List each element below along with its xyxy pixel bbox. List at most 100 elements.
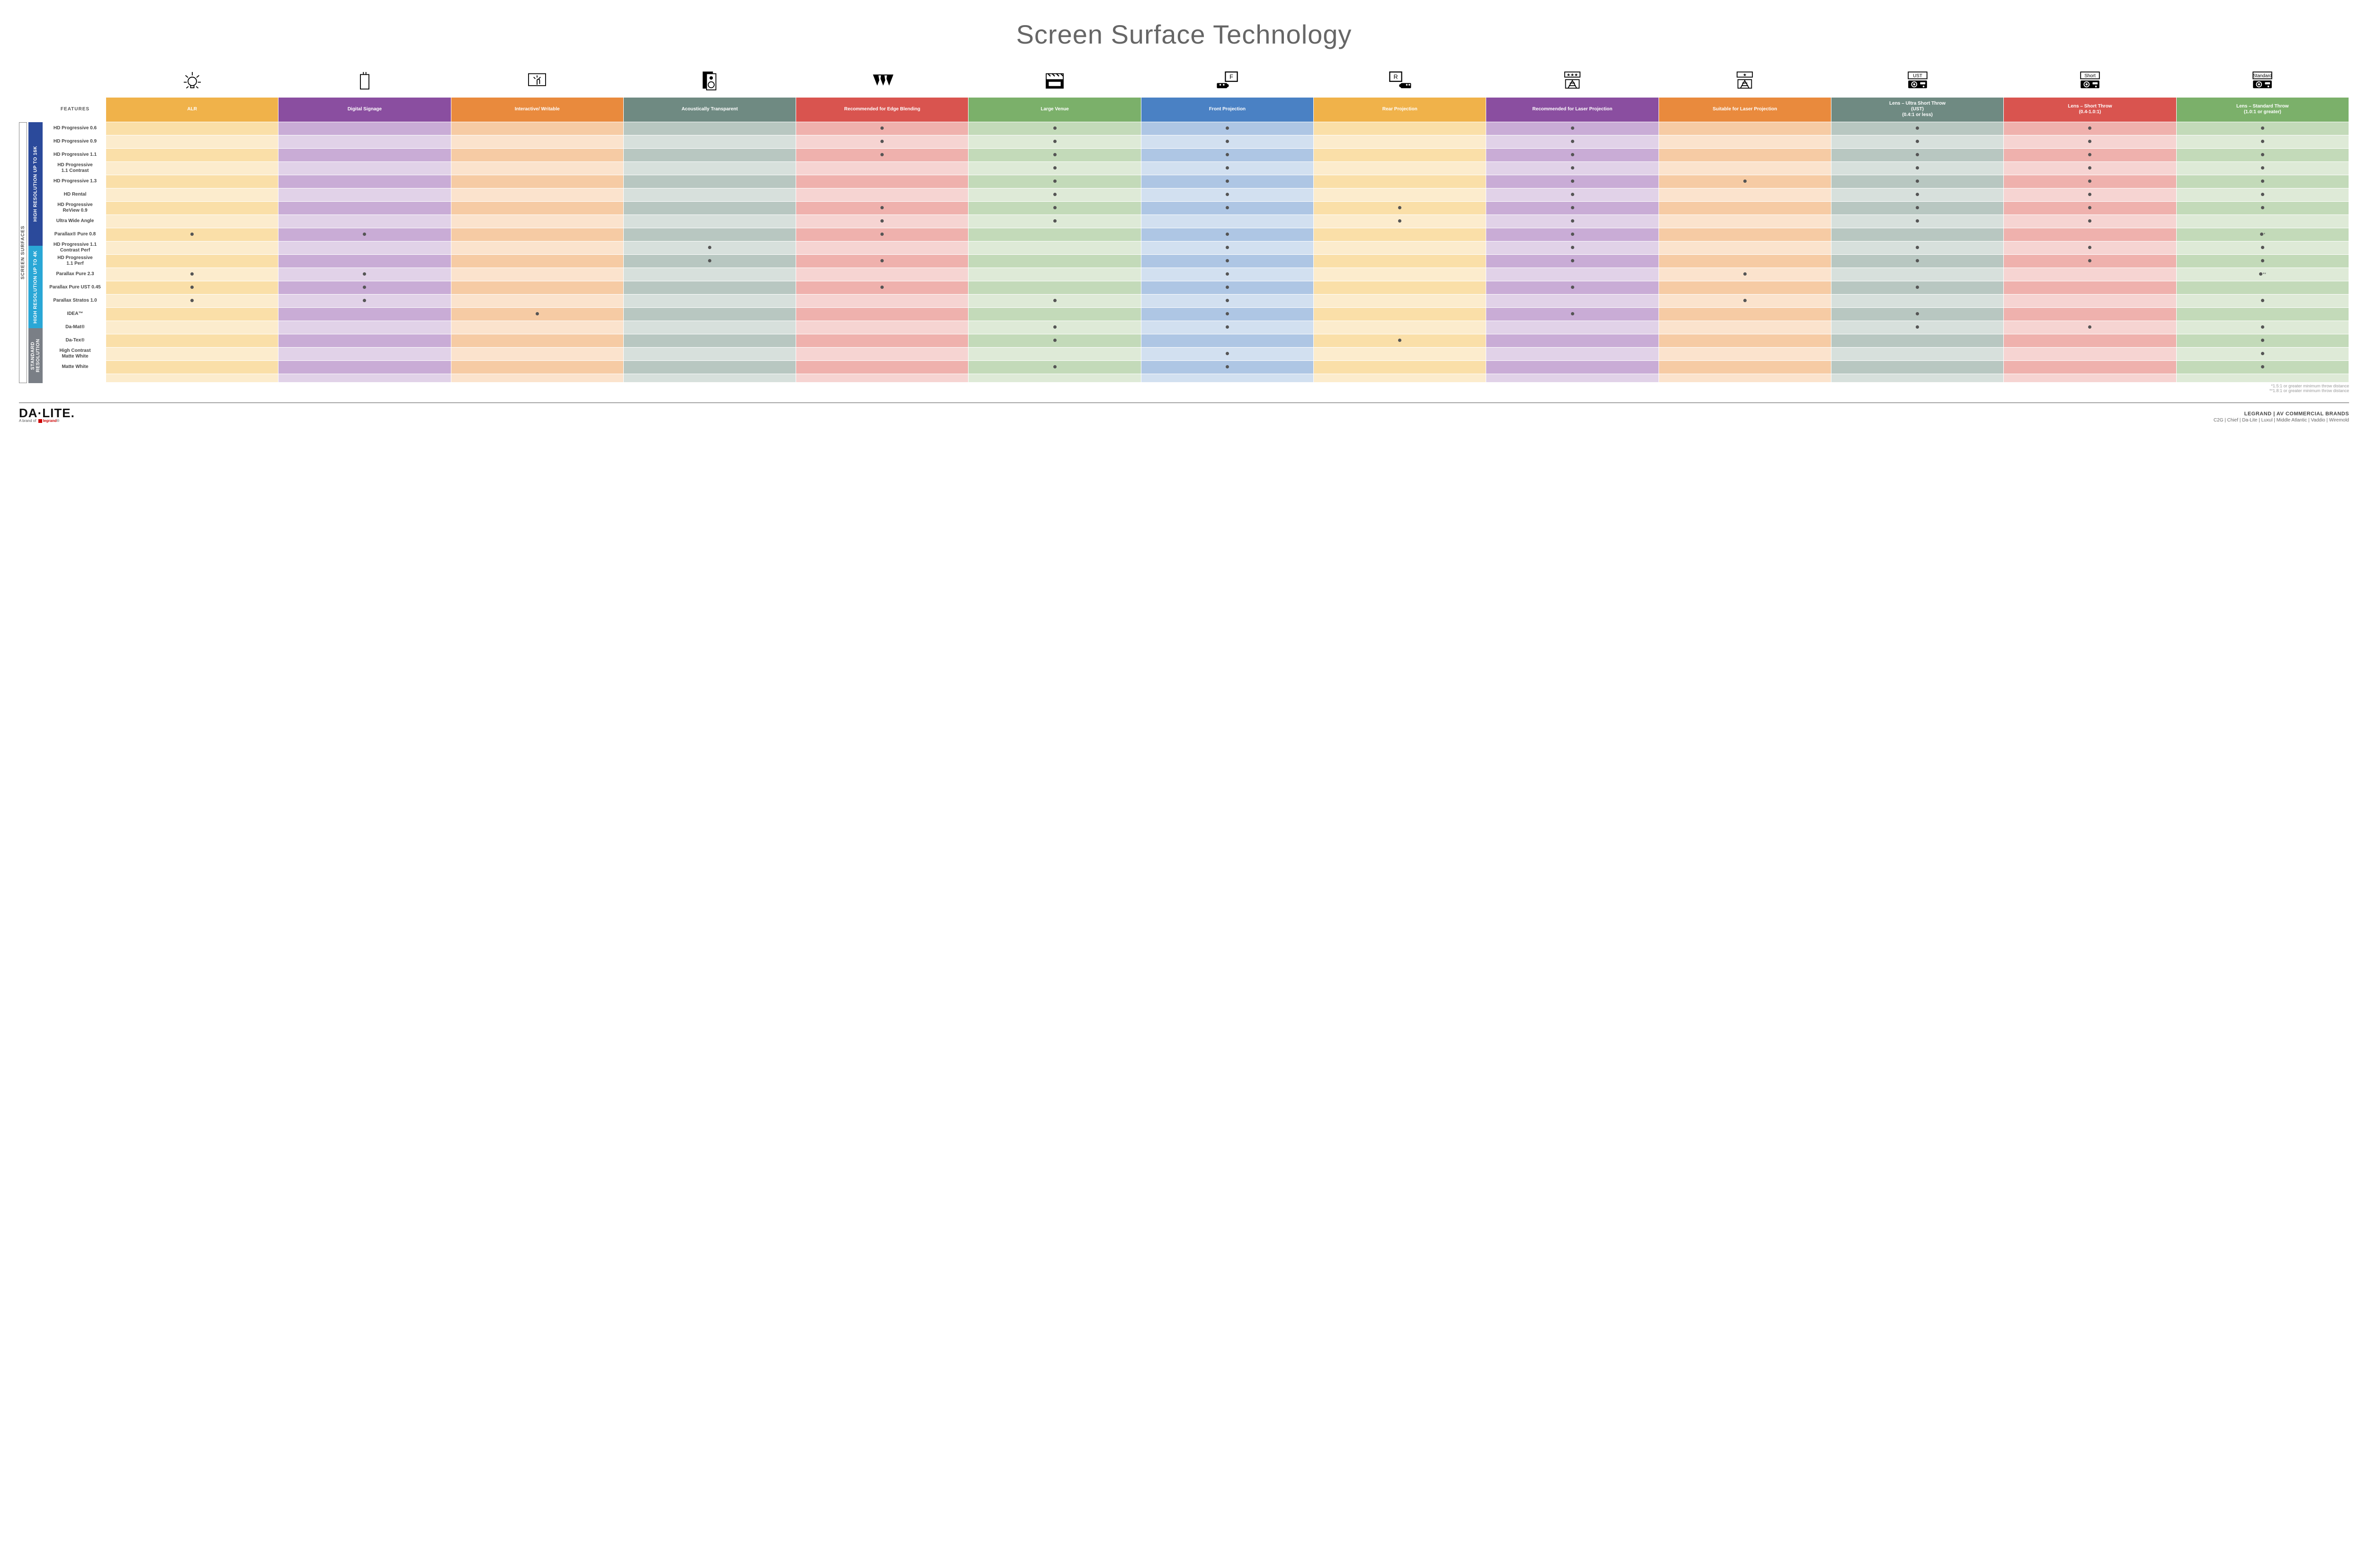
cell <box>796 188 969 201</box>
cell <box>106 161 278 175</box>
cell <box>1486 360 1659 374</box>
cell <box>2004 268 2176 281</box>
cell <box>1831 201 2003 215</box>
page-title: Screen Surface Technology <box>19 19 2349 50</box>
cell <box>451 268 623 281</box>
cell <box>451 188 623 201</box>
row-label: Da-Tex® <box>45 334 106 347</box>
cell <box>1486 201 1659 215</box>
ust-icon: UST <box>1831 64 2003 97</box>
cell <box>969 135 1141 148</box>
cell <box>2004 201 2176 215</box>
cell <box>796 122 969 135</box>
cell <box>1659 215 1831 228</box>
cell <box>1141 122 1313 135</box>
cell <box>2004 122 2176 135</box>
cell <box>1141 175 1313 188</box>
cell <box>796 254 969 268</box>
cell <box>1486 347 1659 360</box>
cell <box>1831 122 2003 135</box>
cell <box>1141 188 1313 201</box>
cell <box>1486 161 1659 175</box>
cell <box>1314 281 1486 294</box>
cell <box>2004 228 2176 241</box>
cell <box>278 268 451 281</box>
cell <box>278 215 451 228</box>
cell <box>1314 307 1486 321</box>
cell <box>796 360 969 374</box>
cell <box>2176 135 2349 148</box>
col-header-rp: Rear Projection <box>1314 97 1486 122</box>
cell <box>278 254 451 268</box>
cell <box>2176 294 2349 307</box>
row-label: HD ProgressiveReView 0.9 <box>45 201 106 215</box>
cell <box>2176 148 2349 161</box>
cell <box>969 201 1141 215</box>
cell <box>1831 281 2003 294</box>
cell <box>2004 281 2176 294</box>
cell <box>969 215 1141 228</box>
edge-icon <box>796 64 969 97</box>
cell <box>1831 347 2003 360</box>
footnotes: *1.5:1 or greater minimum throw distance… <box>44 384 2349 393</box>
cell <box>796 321 969 334</box>
cell <box>796 334 969 347</box>
cell <box>623 122 796 135</box>
side-label-outer: SCREEN SURFACES <box>19 122 27 383</box>
col-header-dsig: Digital Signage <box>278 97 451 122</box>
rp-icon: R <box>1314 64 1486 97</box>
cell <box>1314 360 1486 374</box>
cell <box>1314 228 1486 241</box>
cell <box>451 175 623 188</box>
cell <box>623 215 796 228</box>
cell <box>623 228 796 241</box>
cell <box>278 294 451 307</box>
cell <box>2004 135 2176 148</box>
cell <box>623 135 796 148</box>
col-header-fp: Front Projection <box>1141 97 1313 122</box>
cell <box>1831 268 2003 281</box>
cell <box>1314 347 1486 360</box>
cell <box>1141 294 1313 307</box>
row-label: IDEA™ <box>45 307 106 321</box>
cell <box>1141 135 1313 148</box>
cell <box>796 241 969 254</box>
cell <box>106 347 278 360</box>
group-label: HIGH RESOLUTION UP TO 16K <box>28 122 43 246</box>
cell <box>2004 360 2176 374</box>
cell <box>796 175 969 188</box>
row-label: HD Progressive 1.1Contrast Perf <box>45 241 106 254</box>
cell <box>969 360 1141 374</box>
col-header-alr: ALR <box>106 97 278 122</box>
cell <box>2004 175 2176 188</box>
cell <box>623 201 796 215</box>
cell <box>623 347 796 360</box>
cell <box>1486 307 1659 321</box>
cell <box>278 135 451 148</box>
cell <box>1141 360 1313 374</box>
row-label: Da-Mat® <box>45 321 106 334</box>
cell <box>278 241 451 254</box>
cell <box>969 307 1141 321</box>
cell <box>1486 135 1659 148</box>
col-header-ust: Lens – Ultra Short Throw (UST) (0.4:1 or… <box>1831 97 2003 122</box>
chart-container: SCREEN SURFACESHIGH RESOLUTION UP TO 16K… <box>19 64 2349 393</box>
cell <box>2004 161 2176 175</box>
cell <box>969 334 1141 347</box>
cell <box>1659 321 1831 334</box>
col-header-ac: Acoustically Transparent <box>623 97 796 122</box>
svg-text:F: F <box>1230 73 1234 80</box>
cell <box>106 254 278 268</box>
cell <box>278 148 451 161</box>
cell <box>2176 307 2349 321</box>
dsig-icon <box>278 64 451 97</box>
cell <box>796 307 969 321</box>
cell <box>1314 254 1486 268</box>
cell <box>2004 307 2176 321</box>
cell <box>1831 215 2003 228</box>
cell <box>1141 268 1313 281</box>
cell <box>623 294 796 307</box>
cell <box>969 228 1141 241</box>
cell <box>796 135 969 148</box>
cell <box>623 148 796 161</box>
